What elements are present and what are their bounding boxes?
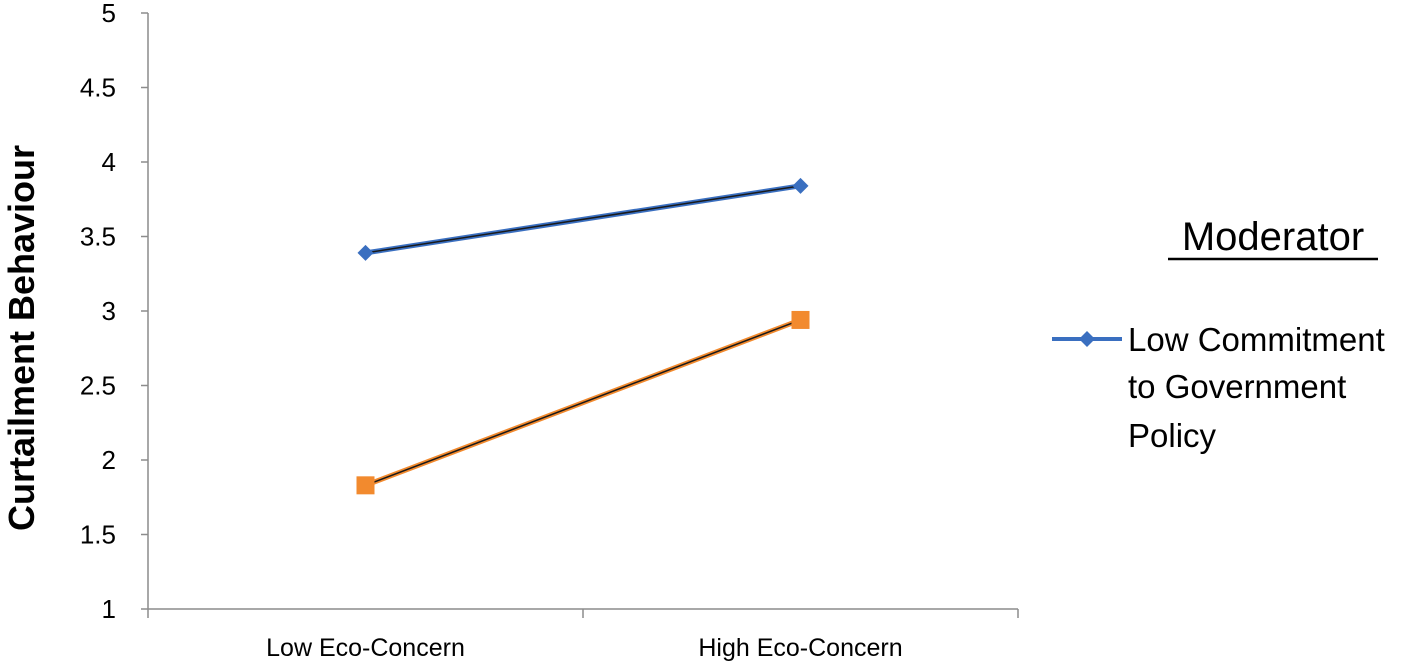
x-tick-label: Low Eco-Concern: [266, 634, 465, 662]
legend-series-label-line-1: Low Commitment: [1128, 321, 1385, 358]
y-tick-label: 3.5: [80, 222, 116, 252]
x-tick-label: High Eco-Concern: [698, 634, 902, 662]
series-line-core-2: [365, 319, 801, 487]
legend-title: Moderator: [1182, 215, 1364, 259]
data-point-series2-1: [356, 476, 375, 495]
legend-series-label-line-2: to Government: [1128, 368, 1346, 405]
y-tick-label: 2.5: [80, 371, 116, 401]
y-tick-label: 4.5: [80, 73, 116, 103]
y-tick-label: 2: [102, 445, 116, 475]
legend-series-label-line-3: Policy: [1128, 417, 1217, 454]
data-point-series1-2: [792, 177, 809, 194]
y-tick-label: 1: [102, 594, 116, 624]
y-tick-label: 3: [102, 296, 116, 326]
legend: Moderator Low Commitment to Government P…: [1052, 215, 1385, 454]
data-point-series1-1: [357, 244, 374, 261]
data-point-series2-2: [791, 310, 810, 329]
series-group: [356, 177, 810, 495]
y-tick-label: 1.5: [80, 520, 116, 550]
y-tick-label: 4: [102, 147, 116, 177]
series-line-core-1: [365, 185, 801, 254]
legend-diamond-marker-icon: [1079, 331, 1095, 347]
axes: 1 1.5 2 2.5 3 3.5 4 4.5 5 Low Eco-Concern High Eco…: [80, 0, 1019, 662]
y-tick-label: 5: [102, 0, 116, 28]
y-axis-label: Curtailment Behaviour: [1, 145, 42, 531]
